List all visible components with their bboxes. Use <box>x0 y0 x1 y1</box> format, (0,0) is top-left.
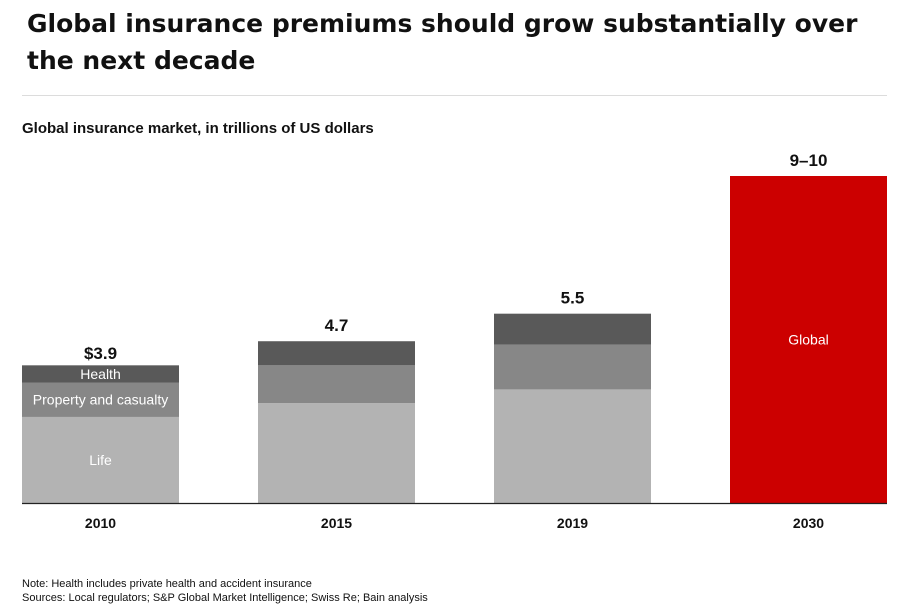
bar-segment-global-2030 <box>730 176 887 503</box>
bar-segment-life-2010 <box>22 416 179 503</box>
segment-label-global: Global <box>788 332 828 348</box>
note-text: Note: Health includes private health and… <box>22 578 312 590</box>
bar-segment-property-and-casualty-2015 <box>258 365 415 404</box>
sources-text: Sources: Local regulators; S&P Global Ma… <box>22 592 428 604</box>
x-tick-label-2010: 2010 <box>85 515 116 531</box>
bar-segment-property-and-casualty-2019 <box>494 344 651 390</box>
footnotes: Note: Health includes private health and… <box>22 577 428 605</box>
bar-segment-health-2010 <box>22 365 179 383</box>
x-tick-label-2015: 2015 <box>321 515 352 531</box>
headline: Global insurance premiums should grow su… <box>27 9 858 75</box>
segment-label-health: Health <box>80 366 120 382</box>
bar-segment-health-2015 <box>258 341 415 366</box>
bar-segment-property-and-casualty-2010 <box>22 382 179 417</box>
total-label-2019: 5.5 <box>561 289 585 308</box>
bar-segment-health-2019 <box>494 313 651 345</box>
divider <box>22 95 887 96</box>
chart-title: Global insurance market, in trillions of… <box>22 120 374 137</box>
bar-segment-life-2019 <box>494 389 651 503</box>
segment-label-life: Life <box>89 452 112 468</box>
segment-label-property-and-casualty: Property and casualty <box>33 392 168 408</box>
bar-segment-life-2015 <box>258 403 415 503</box>
x-tick-label-2019: 2019 <box>557 515 588 531</box>
total-label-2015: 4.7 <box>325 316 349 335</box>
total-label-2010: $3.9 <box>84 344 117 363</box>
total-label-2030: 9–10 <box>790 151 828 170</box>
x-tick-label-2030: 2030 <box>793 515 824 531</box>
